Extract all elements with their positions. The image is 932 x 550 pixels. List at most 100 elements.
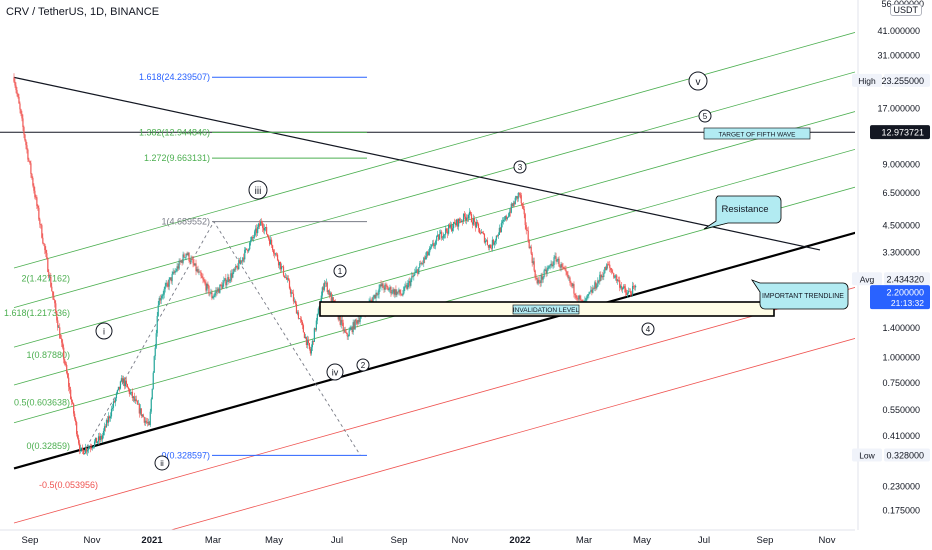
candle-body — [233, 268, 235, 273]
candle-body — [327, 290, 329, 293]
candle-body — [551, 263, 553, 266]
candle — [533, 257, 535, 273]
candle-body — [374, 294, 376, 299]
candle-body — [83, 450, 85, 455]
candle — [199, 270, 201, 273]
candle — [232, 269, 234, 279]
candle — [478, 227, 481, 234]
candle-body — [147, 421, 149, 424]
candle-body — [211, 292, 213, 299]
candle-body — [212, 297, 214, 299]
candle-body — [150, 399, 152, 412]
candle-body — [33, 185, 35, 191]
candle — [181, 259, 183, 266]
candle — [192, 256, 194, 268]
candle — [159, 294, 161, 304]
candle — [286, 275, 289, 283]
candle — [154, 343, 156, 360]
candle — [252, 235, 254, 241]
candle-body — [464, 216, 467, 221]
candle-body — [110, 408, 113, 417]
candle-body — [78, 438, 80, 444]
candle — [294, 299, 297, 307]
candle — [629, 288, 631, 292]
candle-body — [475, 222, 478, 228]
candle — [491, 236, 494, 252]
fib-extension-label: 0(0.328597) — [161, 450, 210, 460]
candle-body — [219, 284, 221, 293]
candle — [171, 271, 173, 285]
candle-body — [522, 205, 524, 210]
candle — [168, 277, 170, 291]
current-price-badge-bg — [870, 285, 930, 310]
candle — [82, 444, 84, 455]
candle-body — [315, 320, 317, 330]
candle-body — [388, 289, 390, 291]
candle-body — [183, 254, 185, 258]
candle-body — [285, 277, 288, 280]
candle — [508, 208, 510, 218]
candle-body — [569, 277, 571, 283]
candle-body — [288, 280, 291, 289]
candle-body — [570, 282, 572, 284]
candle-body — [281, 266, 284, 267]
candle-body — [377, 294, 379, 295]
candle — [563, 266, 565, 270]
candle — [395, 285, 397, 297]
candle-body — [478, 228, 481, 234]
currency-button[interactable]: USDT — [889, 4, 922, 16]
candle — [204, 278, 206, 286]
candle — [173, 269, 175, 275]
price-mark-label: Low — [859, 451, 875, 461]
candle-body — [538, 279, 540, 283]
candle — [49, 274, 51, 281]
candle-body — [369, 300, 371, 302]
candle-body — [555, 256, 557, 262]
wave-label-circle — [698, 109, 712, 123]
candle-body — [242, 257, 244, 262]
candle-body — [26, 145, 28, 150]
candle — [554, 252, 556, 259]
candle — [231, 269, 233, 282]
candle — [163, 286, 165, 299]
candle-body — [433, 243, 435, 247]
candle-body — [79, 443, 81, 451]
candle-body — [220, 284, 222, 286]
candle-body — [17, 93, 19, 97]
candle — [224, 277, 226, 282]
candle — [500, 219, 502, 233]
candle — [628, 287, 630, 294]
candle-body — [43, 243, 45, 245]
candle — [87, 447, 89, 456]
candle — [91, 446, 94, 451]
wave-label: 3 — [513, 160, 527, 174]
candle-body — [462, 213, 465, 222]
candle — [134, 395, 136, 405]
candle-body — [25, 140, 27, 146]
candle-body — [192, 259, 194, 264]
candle-body — [279, 261, 282, 270]
candle-body — [103, 426, 106, 432]
candle-body — [171, 274, 173, 282]
candle-body — [19, 103, 21, 110]
candle-body — [271, 245, 274, 251]
candle-body — [635, 285, 637, 288]
candle-body — [589, 291, 591, 294]
candle-body — [573, 284, 575, 294]
candle-body — [266, 227, 268, 235]
candle — [68, 373, 70, 392]
wave-label-circle — [513, 160, 527, 174]
candle-body — [389, 287, 391, 290]
candle-body — [376, 292, 378, 295]
candle-body — [250, 240, 252, 243]
candle — [372, 295, 374, 303]
candle — [246, 248, 248, 251]
candle — [22, 114, 24, 132]
candle — [78, 435, 80, 446]
candle — [322, 283, 324, 293]
candle — [448, 223, 450, 236]
fib-retracement-label: 1.618(1.217336) — [4, 308, 70, 318]
candle — [597, 277, 599, 287]
